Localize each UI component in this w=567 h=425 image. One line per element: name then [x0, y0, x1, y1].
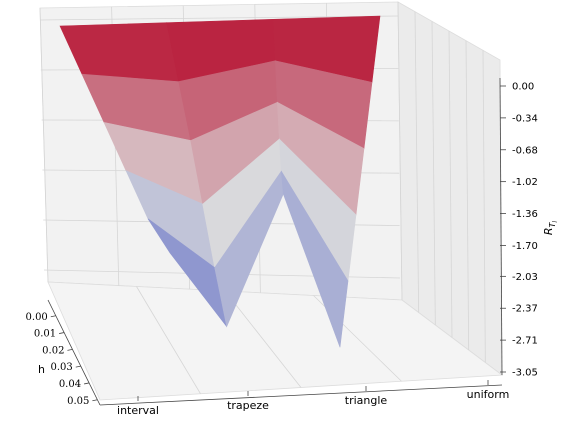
z-tick-label: -1.70 — [512, 241, 538, 252]
grid-line — [431, 21, 436, 326]
h-tick-label: 0.01 — [34, 329, 56, 340]
z-tick-label: -2.71 — [512, 336, 538, 347]
z-tick-label: -3.05 — [512, 368, 538, 379]
grid-line — [39, 15, 399, 21]
h-axis-ticks: 0.00 0.01 0.02 0.03 0.04 0.05 — [26, 312, 98, 407]
z-axis-ticks: 0.00 -0.34 -0.68 -1.02 -1.36 -1.70 -2.03 -2.37 -… — [500, 82, 538, 379]
grid-line — [465, 40, 470, 351]
z-tick-label: -1.36 — [512, 209, 538, 220]
x-tick-label-triangle: triangle — [345, 394, 388, 407]
h-tick-label: 0.04 — [59, 379, 81, 390]
x-tick-label-uniform: uniform — [467, 388, 510, 401]
h-tick-label: 0.05 — [67, 396, 89, 407]
x-axis-line — [99, 384, 503, 406]
surface-mesh — [59, 15, 381, 348]
h-axis-line — [47, 299, 101, 406]
h-tick-label: 0.02 — [42, 345, 64, 356]
z-tick-label: -0.34 — [512, 113, 538, 124]
z-axis-label: RTl — [542, 221, 559, 236]
h-tick-mark — [92, 399, 98, 402]
x-axis-ticks: interval trapeze triangle uniform — [117, 380, 509, 417]
grid-line — [397, 1, 403, 301]
z-tick-label: -1.02 — [512, 177, 538, 188]
grid-line — [482, 50, 486, 363]
grid-line — [136, 286, 201, 394]
z-axis-line — [499, 77, 503, 376]
surface-facet — [281, 171, 349, 348]
z-tick-label: 0.00 — [512, 82, 534, 93]
h-tick-mark — [67, 348, 73, 351]
z-tick-label: -2.37 — [512, 304, 538, 315]
x-tick-label-trapeze: trapeze — [227, 399, 269, 412]
h-axis-label: h — [38, 363, 45, 376]
grid-line — [224, 290, 302, 388]
z-tick-label: -0.68 — [512, 145, 538, 156]
grid-line — [414, 11, 420, 313]
x-tick-label-interval: interval — [117, 404, 159, 417]
h-tick-mark — [50, 315, 56, 318]
h-tick-mark — [59, 332, 65, 334]
grid-line — [448, 30, 453, 338]
h-tick-label: 0.00 — [26, 312, 48, 323]
h-tick-label: 0.03 — [50, 362, 72, 373]
z-tick-label: -2.03 — [512, 272, 538, 283]
grid-line — [39, 7, 49, 283]
h-tick-mark — [84, 382, 90, 385]
h-tick-mark — [75, 365, 81, 368]
